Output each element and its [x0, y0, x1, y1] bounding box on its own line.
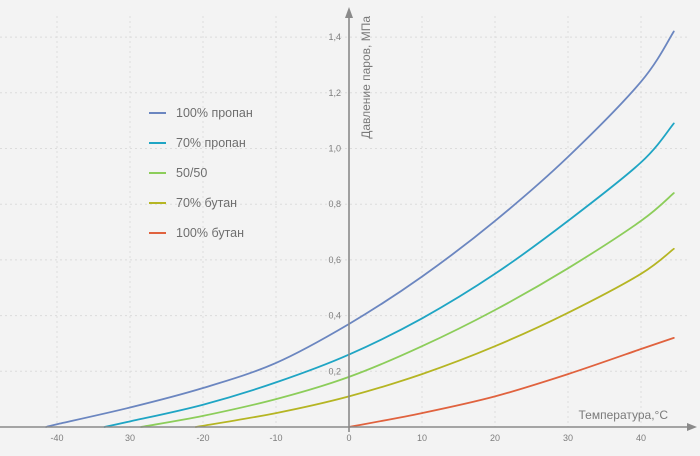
grid: [0, 16, 690, 427]
x-tick-label: 20: [490, 433, 500, 443]
y-tick-label: 1,2: [328, 88, 341, 98]
series-line-2: [103, 122, 675, 428]
series-line-1: [45, 30, 675, 428]
legend-label: 70% пропан: [176, 136, 246, 150]
x-tick-label: 30: [563, 433, 573, 443]
y-axis-label: Давление паров, МПа: [359, 16, 373, 139]
legend-label: 50/50: [176, 166, 207, 180]
tick-labels: -40 30 -20 -10 0 10 20 30 40 0,2 0,4 0,6 0,8 1,0 1,2 1,…: [50, 32, 646, 443]
legend-label: 100% бутан: [176, 226, 244, 240]
legend-label: 100% пропан: [176, 106, 253, 120]
x-tick-label: -10: [269, 433, 282, 443]
y-tick-label: 0,2: [328, 366, 341, 376]
x-axis-label: Температура,°С: [579, 408, 669, 422]
legend-label: 70% бутан: [176, 196, 237, 210]
legend: 100% пропан 70% пропан 50/50 70% бутан 100% …: [149, 106, 253, 240]
x-tick-label: 0: [346, 433, 351, 443]
series-lines: [45, 30, 675, 428]
y-tick-label: 1,4: [328, 32, 341, 42]
y-tick-label: 1,0: [328, 144, 341, 154]
y-axis-arrow: [345, 7, 353, 18]
y-tick-label: 0,4: [328, 311, 341, 321]
x-tick-label: 40: [636, 433, 646, 443]
x-tick-label: -20: [196, 433, 209, 443]
series-line-3: [140, 192, 675, 428]
y-tick-label: 0,8: [328, 199, 341, 209]
series-line-4: [194, 247, 675, 428]
axes: [0, 7, 697, 432]
x-tick-label: 10: [417, 433, 427, 443]
series-line-5: [348, 337, 675, 428]
y-tick-label: 0,6: [328, 255, 341, 265]
x-axis-arrow: [687, 423, 697, 431]
x-tick-label: -40: [50, 433, 63, 443]
x-tick-label: 30: [125, 433, 135, 443]
